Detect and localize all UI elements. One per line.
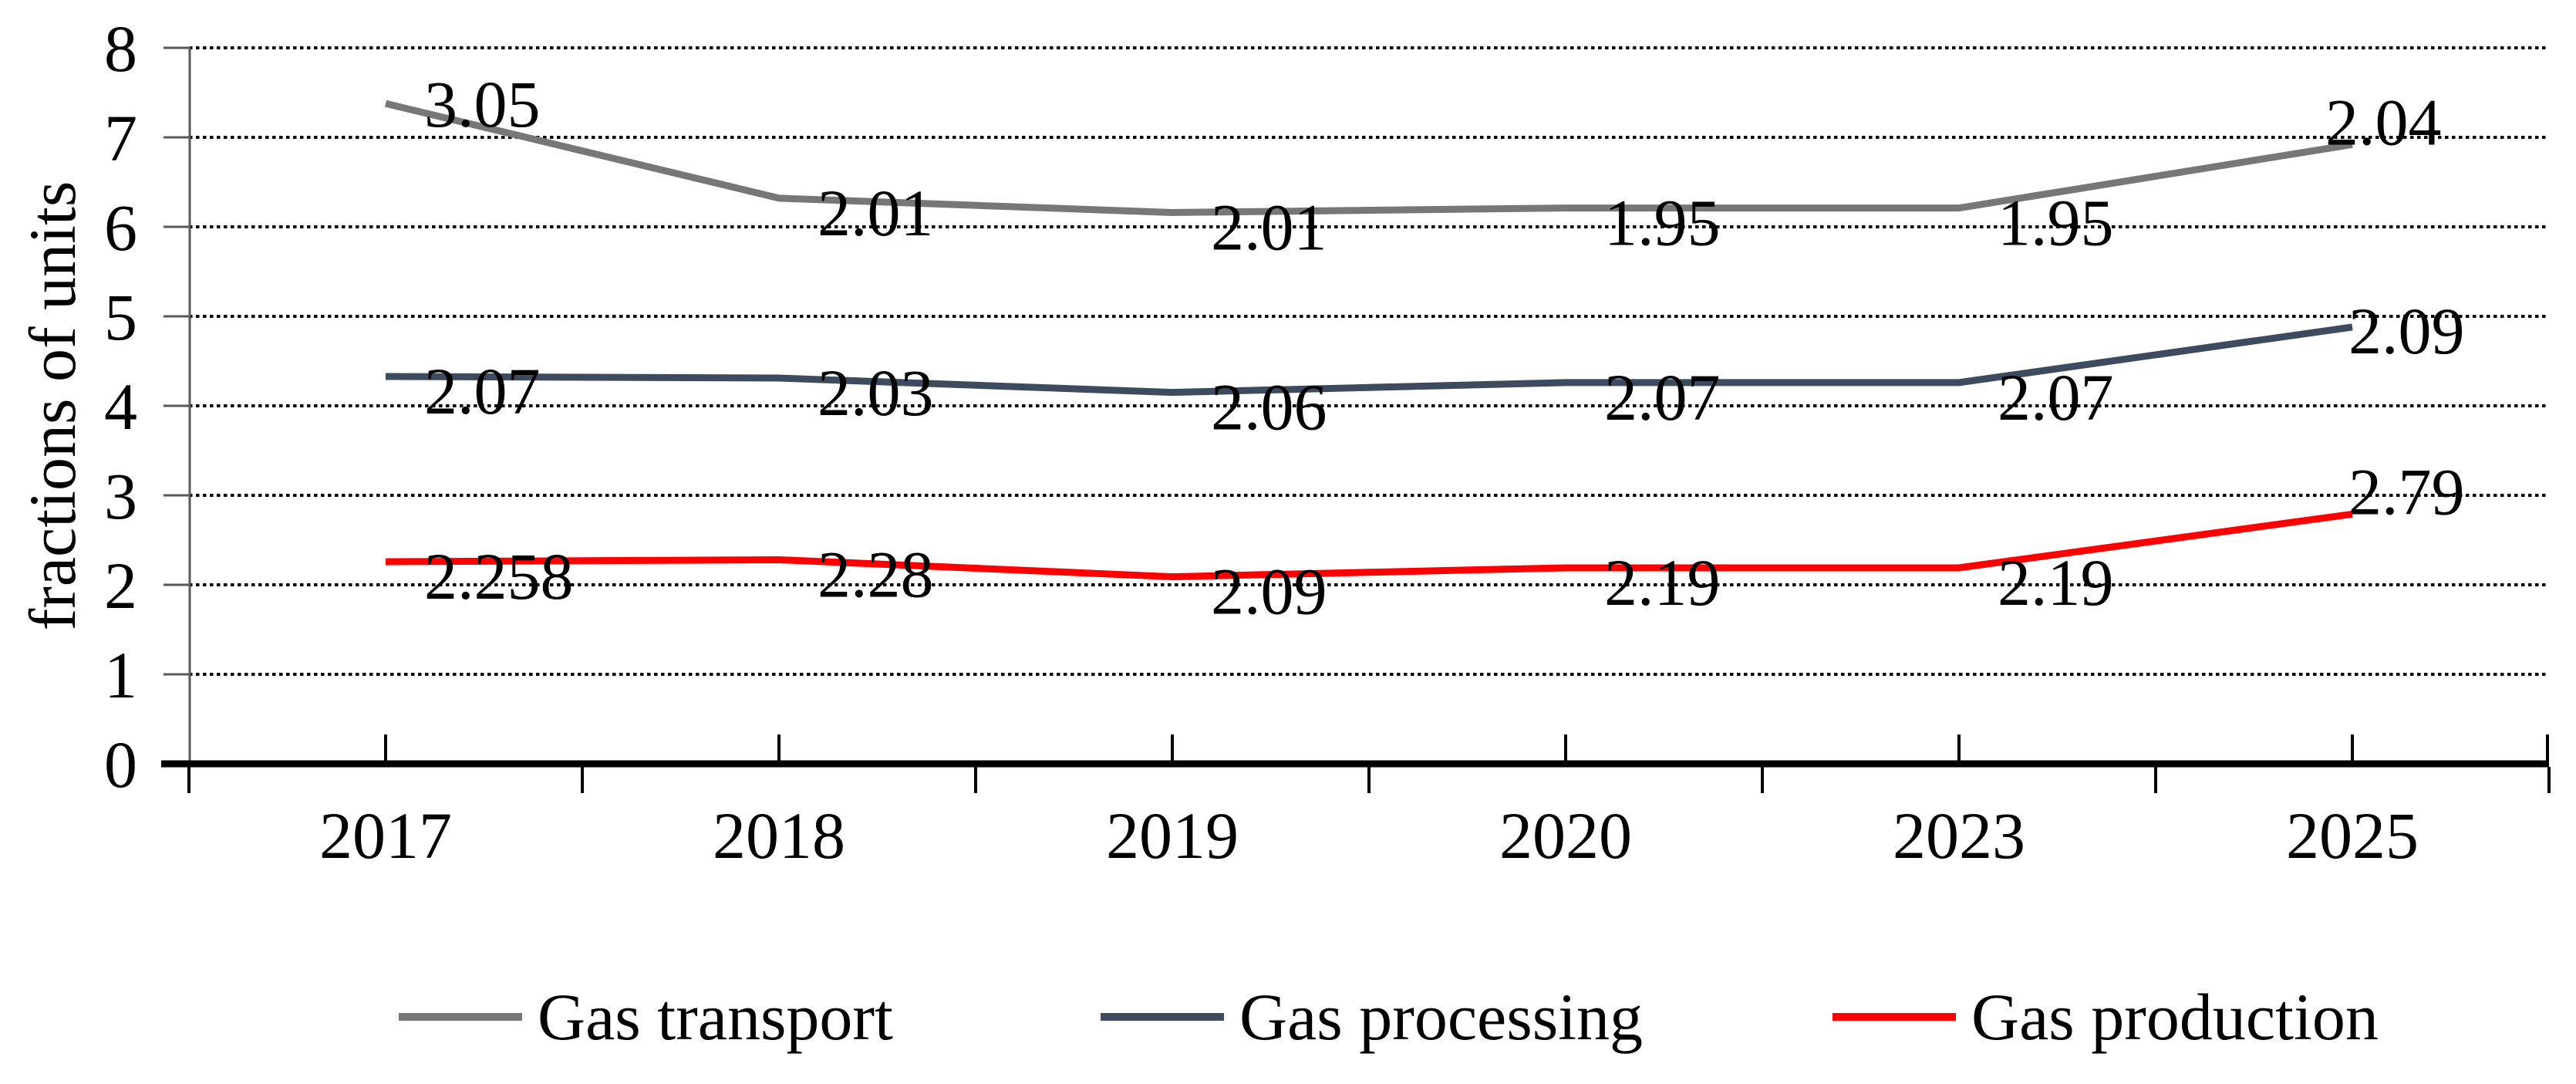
data-label: 2.07 [1998, 360, 2114, 434]
y-axis: 0 1 2 3 4 5 6 7 8 [104, 12, 191, 802]
data-label: 2.01 [818, 176, 934, 250]
data-label: 2.04 [2325, 85, 2442, 159]
data-label: 2.09 [2348, 294, 2465, 368]
data-label: 2.03 [818, 356, 934, 430]
gridlines [189, 46, 2549, 676]
x-tick-label: 2019 [1106, 799, 1239, 873]
data-label: 2.09 [1211, 555, 1327, 629]
y-tick-label: 7 [104, 101, 137, 175]
series-line-gas-production [385, 510, 2353, 581]
data-label: 2.258 [424, 539, 574, 613]
data-label: 3.05 [424, 67, 541, 141]
y-tick-label: 3 [104, 459, 137, 533]
x-tick-label: 2018 [713, 799, 845, 873]
y-tick-label: 6 [104, 191, 137, 265]
data-label: 2.28 [818, 538, 934, 612]
series-line-gas-transport [384, 100, 2353, 216]
y-tick-label: 4 [104, 370, 137, 444]
data-label: 1.95 [1604, 186, 1721, 260]
data-label: 2.19 [1604, 545, 1721, 620]
x-axis: 2017 2018 2019 2020 2023 2025 [161, 734, 2551, 873]
x-tick-label: 2020 [1499, 799, 1632, 873]
x-tick-label: 2023 [1893, 799, 2025, 873]
y-tick-label: 8 [104, 12, 137, 86]
data-label: 2.79 [2348, 454, 2465, 528]
y-axis-title: fractions of units [15, 181, 89, 631]
data-label: 2.06 [1211, 370, 1327, 444]
data-label: 2.07 [424, 354, 541, 428]
y-tick-label: 5 [104, 280, 137, 354]
x-tick-label: 2017 [319, 799, 452, 873]
y-tick-label: 2 [104, 549, 137, 623]
data-label: 2.19 [1998, 545, 2114, 620]
series-line-gas-processing [385, 323, 2353, 397]
data-label: 2.01 [1211, 190, 1327, 264]
x-tick-label: 2025 [2286, 799, 2419, 873]
data-label: 1.95 [1998, 186, 2114, 260]
y-tick-label: 1 [104, 638, 137, 712]
y-tick-label: 0 [104, 728, 137, 802]
data-label: 2.07 [1604, 360, 1721, 434]
